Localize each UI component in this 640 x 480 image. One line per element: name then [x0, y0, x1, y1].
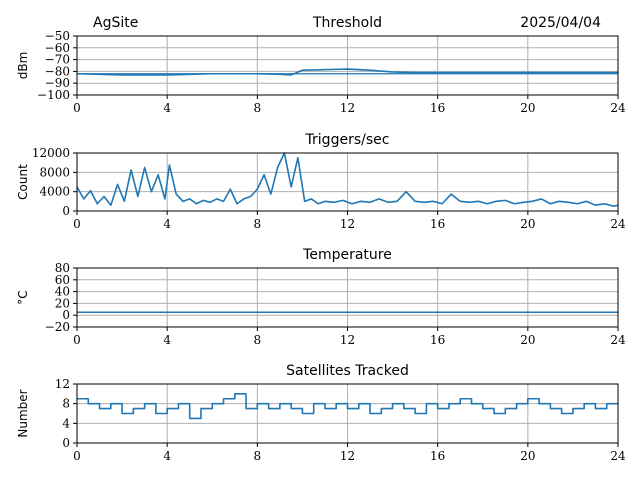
report-date: 2025/04/04: [520, 15, 601, 31]
x-tick-label: 8: [254, 217, 262, 231]
y-axis-label: dBm: [16, 52, 30, 80]
y-tick-label: −100: [37, 88, 70, 102]
chart-title: Threshold: [312, 15, 382, 31]
y-tick-label: −50: [45, 29, 70, 43]
x-tick-label: 8: [254, 333, 262, 347]
x-tick-label: 16: [430, 101, 445, 115]
x-tick-label: 16: [430, 217, 445, 231]
x-tick-label: 8: [254, 449, 262, 463]
y-tick-label: 12000: [32, 146, 70, 160]
x-tick-label: 4: [163, 101, 171, 115]
site-name: AgSite: [93, 15, 138, 31]
series-line: [77, 393, 618, 420]
chart-title: Temperature: [302, 247, 392, 263]
x-tick-label: 20: [520, 333, 535, 347]
y-tick-label: 20: [55, 296, 70, 310]
chart-panel-2: 0 4 8 12 16 20 24 0 4000 8000 12000 Triggers/sec Cou…: [16, 132, 626, 231]
chart-panels: 0 4 8 12 16 20 24 −50−60−70−80−90−100 Threshold d…: [16, 15, 626, 463]
x-tick-label: 4: [163, 333, 171, 347]
x-tick-label: 24: [610, 101, 626, 115]
x-tick-label: 16: [430, 333, 445, 347]
x-tick-label: 12: [340, 449, 355, 463]
chart-panel-4: 0 4 8 12 16 20 24 0 4 8 12 Satellites Tracked Number: [16, 363, 626, 463]
x-tick-label: 24: [610, 217, 626, 231]
y-tick-label: −80: [45, 64, 70, 78]
x-tick-label: 0: [73, 101, 81, 115]
y-axis-label: °C: [16, 290, 30, 304]
x-tick-label: 16: [430, 449, 445, 463]
x-tick-label: 12: [340, 217, 355, 231]
y-tick-label: 40: [55, 285, 70, 299]
x-tick-label: 20: [520, 101, 535, 115]
y-tick-label: 4: [62, 416, 70, 430]
y-tick-label: 0: [62, 436, 70, 450]
x-tick-label: 0: [73, 333, 81, 347]
chart-panel-1: 0 4 8 12 16 20 24 −50−60−70−80−90−100 Threshold d…: [16, 15, 626, 115]
chart-title: Triggers/sec: [305, 132, 390, 148]
x-tick-label: 12: [340, 333, 355, 347]
chart-title: Satellites Tracked: [286, 363, 409, 379]
x-tick-label: 8: [254, 101, 262, 115]
y-tick-label: −90: [45, 76, 70, 90]
y-tick-label: −70: [45, 53, 70, 67]
series-line: [76, 152, 619, 207]
x-tick-label: 0: [73, 217, 81, 231]
y-tick-label: 8: [62, 397, 70, 411]
x-tick-label: 20: [520, 449, 535, 463]
x-tick-label: 20: [520, 217, 535, 231]
x-tick-label: 4: [163, 449, 171, 463]
y-tick-label: −20: [45, 320, 70, 334]
y-tick-label: −60: [45, 41, 70, 55]
x-tick-label: 0: [73, 449, 81, 463]
y-tick-label: 4000: [39, 185, 70, 199]
x-tick-label: 24: [610, 333, 626, 347]
series-line: [76, 68, 618, 76]
y-axis-label: Count: [16, 164, 30, 200]
y-tick-label: 0: [62, 308, 70, 322]
y-tick-label: 80: [55, 261, 70, 275]
x-tick-label: 12: [340, 101, 355, 115]
y-axis-label: Number: [16, 389, 30, 437]
y-tick-label: 8000: [39, 165, 70, 179]
y-tick-label: 0: [62, 204, 70, 218]
y-tick-label: 60: [55, 273, 70, 287]
y-tick-label: 12: [55, 377, 70, 391]
x-tick-label: 4: [163, 217, 171, 231]
x-tick-label: 24: [610, 449, 626, 463]
